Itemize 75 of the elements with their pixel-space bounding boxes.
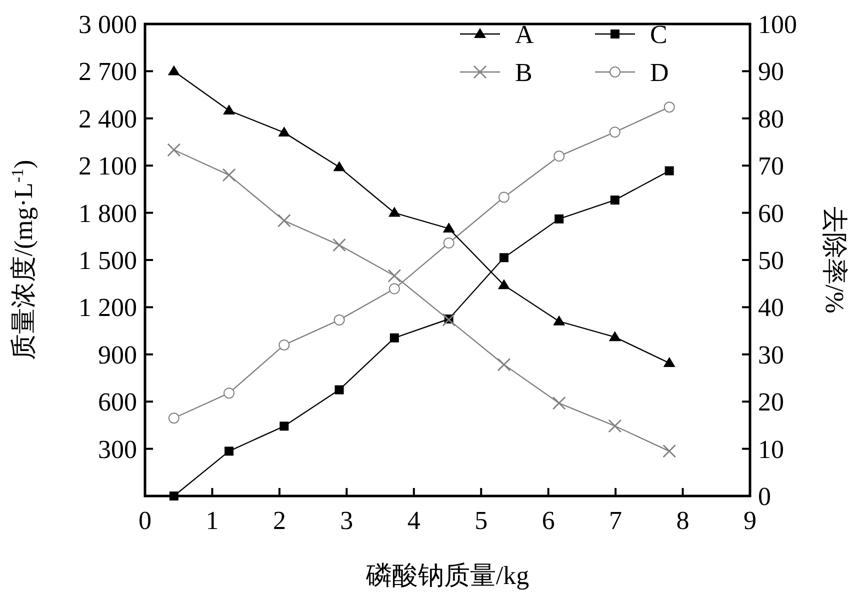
x-tick-label: 7 <box>609 506 622 535</box>
point <box>553 315 566 326</box>
legend-label: B <box>515 58 532 87</box>
point <box>390 333 399 342</box>
point <box>662 444 676 458</box>
y-tick-label: 1 500 <box>78 246 137 275</box>
y-tick-label: 600 <box>98 388 137 417</box>
y-tick-label: 1 800 <box>78 198 137 228</box>
point <box>498 279 510 290</box>
point <box>334 314 345 326</box>
point <box>277 214 291 228</box>
x-tick-label: 0 <box>138 506 152 535</box>
point <box>552 396 566 410</box>
y-tick-label: 1 200 <box>78 293 137 322</box>
y2-tick-label: 90 <box>758 57 784 86</box>
x-tick-label: 9 <box>744 506 756 535</box>
legend-label: D <box>650 58 669 87</box>
y-tick-label: 2 100 <box>78 152 137 181</box>
y-tick-label: 900 <box>98 340 137 370</box>
point <box>443 238 454 249</box>
y2-tick-label: 70 <box>758 152 784 181</box>
x-tick-label: 3 <box>340 506 354 535</box>
y2-tick-label: 10 <box>758 434 784 464</box>
point <box>224 446 234 456</box>
point <box>610 196 620 205</box>
y-tick-label: 3 000 <box>78 10 137 39</box>
point <box>168 65 180 76</box>
point <box>554 150 565 162</box>
y2-tick-label: 20 <box>758 388 784 417</box>
y2-tick-label: 80 <box>758 104 784 134</box>
point <box>278 126 290 137</box>
x-tick-label: 4 <box>407 506 420 535</box>
point <box>499 253 508 262</box>
point <box>608 419 622 433</box>
point <box>168 412 180 424</box>
x-tick-label: 6 <box>542 506 555 535</box>
point <box>498 192 510 203</box>
y2-tick-label: 30 <box>758 340 784 370</box>
point <box>278 339 290 350</box>
y-tick-label: 2 400 <box>78 104 137 134</box>
point <box>280 422 289 431</box>
point <box>388 283 400 294</box>
point <box>608 331 621 342</box>
y-tick-label: 300 <box>98 434 137 464</box>
legend-label: A <box>515 20 534 49</box>
point <box>664 166 674 176</box>
point <box>167 143 181 157</box>
y2-tick-label: 0 <box>758 482 771 511</box>
point <box>554 214 564 224</box>
point <box>332 238 346 252</box>
x-tick-label: 5 <box>474 506 488 535</box>
x-tick-label: 8 <box>676 506 690 535</box>
y2-axis-title: 去除率/% <box>820 206 849 314</box>
point <box>442 313 456 326</box>
point <box>333 161 346 172</box>
point <box>224 388 235 399</box>
y-tick-label: 2 700 <box>78 57 137 86</box>
y2-tick-label: 100 <box>758 10 797 39</box>
point <box>388 269 402 282</box>
y2-tick-label: 60 <box>758 198 784 228</box>
point <box>223 104 236 115</box>
point <box>334 385 344 394</box>
legend-label: C <box>650 20 668 49</box>
point <box>663 357 676 368</box>
y2-tick-label: 40 <box>758 293 784 322</box>
point <box>497 358 511 372</box>
point <box>664 102 675 113</box>
point <box>222 168 236 182</box>
x-tick-label: 2 <box>272 506 286 535</box>
x-axis-title: 磷酸钠质量/kg <box>364 561 530 590</box>
point <box>442 222 455 233</box>
y2-tick-label: 50 <box>758 246 784 275</box>
point <box>388 206 400 217</box>
x-tick-label: 1 <box>206 506 219 535</box>
point <box>609 126 620 138</box>
